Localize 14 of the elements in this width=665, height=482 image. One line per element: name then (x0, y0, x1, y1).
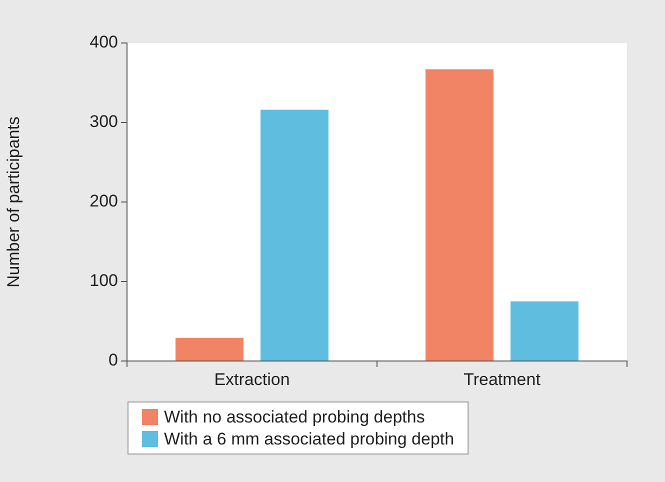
bar (176, 338, 244, 360)
y-tick-label: 100 (90, 271, 118, 290)
bar (260, 110, 328, 360)
y-tick-label: 300 (90, 112, 118, 132)
y-tick-label: 400 (90, 32, 118, 52)
x-tick-label: Extraction (214, 370, 290, 389)
bar (426, 69, 494, 360)
y-axis-title: Number of participants (4, 116, 23, 288)
x-tick-label: Treatment (464, 370, 541, 389)
y-tick-label: 0 (108, 350, 118, 370)
legend-label: With a 6 mm associated probing depth (164, 430, 454, 449)
legend-label: With no associated probing depths (164, 408, 425, 427)
y-tick-label: 200 (90, 192, 118, 211)
bar (510, 301, 578, 360)
